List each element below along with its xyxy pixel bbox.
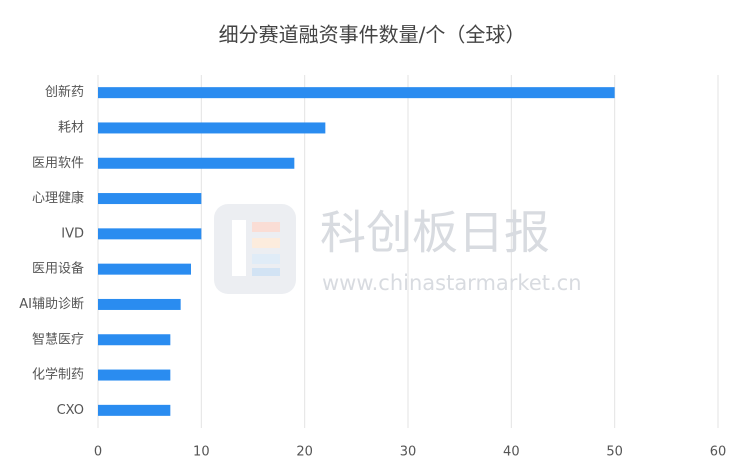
y-tick-label: 耗材 [58,120,84,135]
watermark-title: 科创板日报 [320,206,550,260]
y-tick-label: 医用软件 [32,156,84,171]
y-tick-label: 创新药 [45,84,84,100]
bar [98,87,615,99]
y-tick-label: IVD [61,226,84,241]
bar [98,334,171,346]
x-tick-label: 0 [94,445,102,460]
bar [98,122,326,134]
bar [98,298,181,310]
y-tick-label: 医用设备 [32,261,84,277]
y-tick-label: 心理健康 [32,190,84,206]
bar [98,228,202,240]
y-tick-label: 智慧医疗 [32,331,84,347]
bar [98,193,202,205]
bar [98,404,171,416]
bar [98,157,295,169]
watermark-url: www.chinastarmarket.cn [322,271,582,295]
bar [98,369,171,381]
y-tick-label: 化学制药 [32,367,84,383]
chart-title: 细分赛道融资事件数量/个（全球） [219,23,526,47]
x-tick-label: 20 [296,445,313,460]
x-tick-label: 60 [710,445,727,460]
bar [98,263,191,275]
x-tick-label: 40 [503,445,520,460]
y-tick-label: AI辅助诊断 [19,297,84,312]
x-tick-label: 10 [193,445,210,460]
x-tick-label: 30 [400,445,417,460]
watermark-logo [214,204,296,294]
x-tick-label: 50 [606,445,623,460]
y-tick-label: CXO [57,403,84,418]
